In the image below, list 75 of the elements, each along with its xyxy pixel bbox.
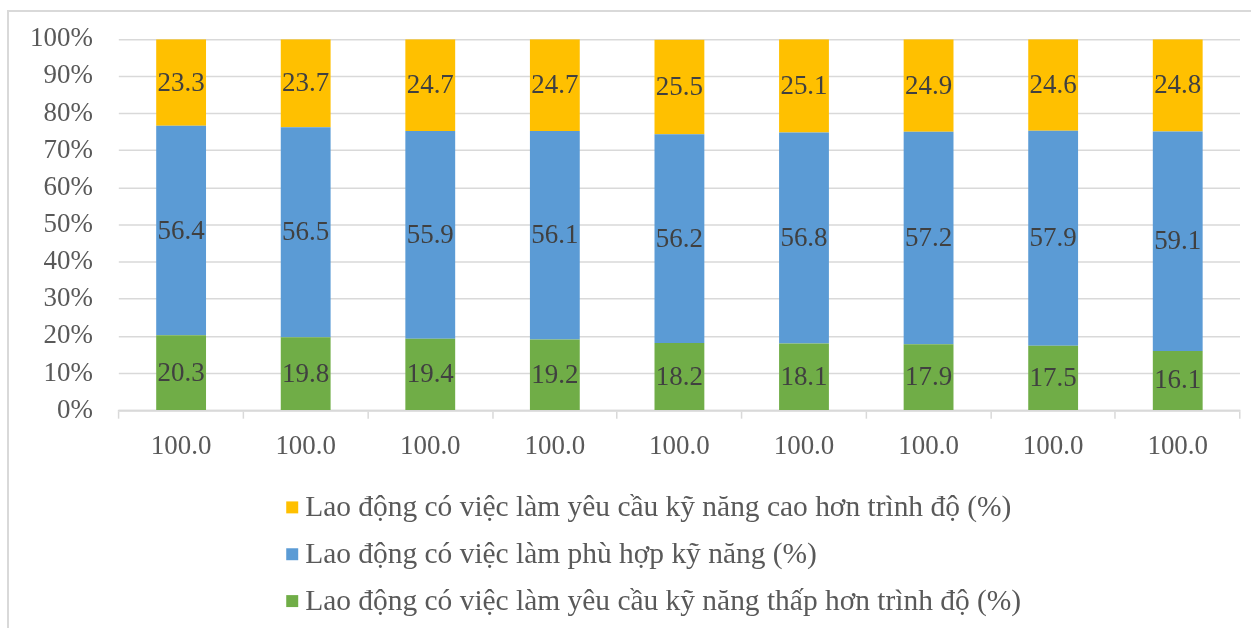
data-label: 23.7 bbox=[282, 67, 330, 98]
bar bbox=[1028, 345, 1079, 410]
bar bbox=[779, 343, 829, 410]
data-label: 19.8 bbox=[282, 357, 330, 388]
legend-label: Lao động có việc làm yêu cầu kỹ năng cao hơn trình độ (%) bbox=[305, 490, 1012, 524]
data-label: 56.5 bbox=[282, 216, 330, 247]
data-label: 17.5 bbox=[1029, 361, 1077, 392]
y-tick-label: 20% bbox=[43, 319, 93, 350]
data-label: 20.3 bbox=[157, 356, 205, 387]
legend-label: Lao động có việc làm yêu cầu kỹ năng thấp hơn trình độ (%) bbox=[305, 583, 1022, 617]
data-label: 24.8 bbox=[1154, 69, 1202, 100]
data-label: 18.1 bbox=[780, 360, 828, 391]
bar bbox=[280, 127, 331, 338]
data-label: 24.9 bbox=[904, 69, 953, 100]
bar bbox=[156, 39, 207, 126]
data-label: 25.1 bbox=[780, 69, 828, 100]
data-label: 57.2 bbox=[904, 222, 953, 253]
y-tick-label: 50% bbox=[43, 208, 93, 239]
bar bbox=[280, 39, 331, 128]
data-label: 24.7 bbox=[531, 69, 579, 100]
data-label: 18.2 bbox=[655, 360, 703, 391]
data-label: 55.9 bbox=[406, 218, 454, 249]
bar bbox=[405, 131, 456, 339]
y-tick-label: 90% bbox=[43, 59, 93, 90]
y-tick-label: 60% bbox=[43, 170, 93, 201]
data-label: 56.1 bbox=[531, 219, 579, 250]
data-label: 19.4 bbox=[406, 358, 455, 389]
y-tick-label: 40% bbox=[43, 245, 93, 276]
y-tick-label: 80% bbox=[43, 96, 93, 127]
x-tick-label: 100.0 bbox=[524, 429, 586, 460]
bar bbox=[405, 39, 456, 132]
data-label: 19.2 bbox=[531, 358, 579, 389]
data-label: 56.2 bbox=[655, 222, 703, 253]
y-tick-label: 70% bbox=[43, 133, 93, 164]
x-tick-label: 100.0 bbox=[399, 429, 461, 460]
bar bbox=[156, 125, 207, 336]
y-tick-label: 30% bbox=[43, 282, 93, 313]
data-label: 57.9 bbox=[1029, 222, 1077, 253]
x-tick-label: 100.0 bbox=[275, 429, 336, 460]
bar bbox=[654, 134, 705, 344]
data-label: 23.3 bbox=[157, 66, 205, 97]
bar bbox=[779, 132, 829, 344]
data-label: 25.5 bbox=[655, 71, 703, 102]
x-tick-label: 100.0 bbox=[1147, 429, 1209, 460]
bar bbox=[1152, 39, 1203, 132]
data-label: 24.7 bbox=[406, 69, 454, 100]
bar bbox=[1152, 350, 1203, 410]
bar bbox=[405, 338, 456, 410]
bar bbox=[529, 131, 580, 340]
bar bbox=[654, 39, 705, 135]
bar bbox=[1028, 39, 1079, 131]
y-tick-label: 10% bbox=[43, 356, 93, 387]
x-tick-label: 100.0 bbox=[898, 429, 959, 460]
bar bbox=[529, 339, 580, 410]
bar bbox=[903, 131, 954, 345]
data-label: 17.9 bbox=[904, 361, 953, 392]
y-tick-label: 0% bbox=[56, 393, 93, 424]
bar bbox=[156, 335, 207, 410]
y-tick-label: 100% bbox=[30, 22, 93, 53]
x-tick-label: 100.0 bbox=[1022, 429, 1084, 460]
legend-label: Lao động có việc làm phù hợp kỹ năng (%) bbox=[305, 536, 817, 570]
bar bbox=[903, 39, 954, 132]
bar bbox=[280, 337, 331, 410]
x-tick-label: 100.0 bbox=[773, 429, 835, 460]
bar bbox=[779, 39, 829, 133]
x-tick-label: 100.0 bbox=[150, 429, 212, 460]
bar bbox=[1028, 130, 1079, 346]
bar bbox=[529, 39, 580, 132]
data-label: 24.6 bbox=[1029, 69, 1077, 100]
data-label: 16.1 bbox=[1154, 364, 1202, 395]
bar bbox=[1152, 131, 1203, 351]
data-label: 56.8 bbox=[780, 222, 828, 253]
data-label: 56.4 bbox=[157, 214, 206, 245]
data-label: 59.1 bbox=[1154, 225, 1202, 256]
x-tick-label: 100.0 bbox=[649, 429, 710, 460]
